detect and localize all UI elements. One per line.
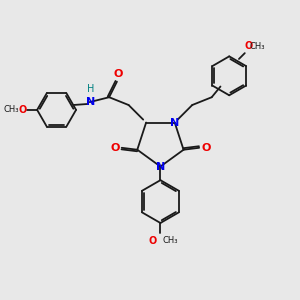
Text: N: N	[170, 118, 179, 128]
Text: O: O	[110, 143, 120, 153]
Text: O: O	[201, 143, 211, 153]
Text: O: O	[18, 105, 26, 115]
Text: O: O	[245, 41, 253, 51]
Text: O: O	[113, 69, 123, 79]
Text: CH₃: CH₃	[250, 42, 265, 51]
Text: N: N	[86, 97, 95, 107]
Text: O: O	[148, 236, 157, 246]
Text: CH₃: CH₃	[3, 105, 19, 114]
Text: N: N	[156, 161, 165, 172]
Text: CH₃: CH₃	[162, 236, 178, 244]
Text: H: H	[87, 84, 94, 94]
